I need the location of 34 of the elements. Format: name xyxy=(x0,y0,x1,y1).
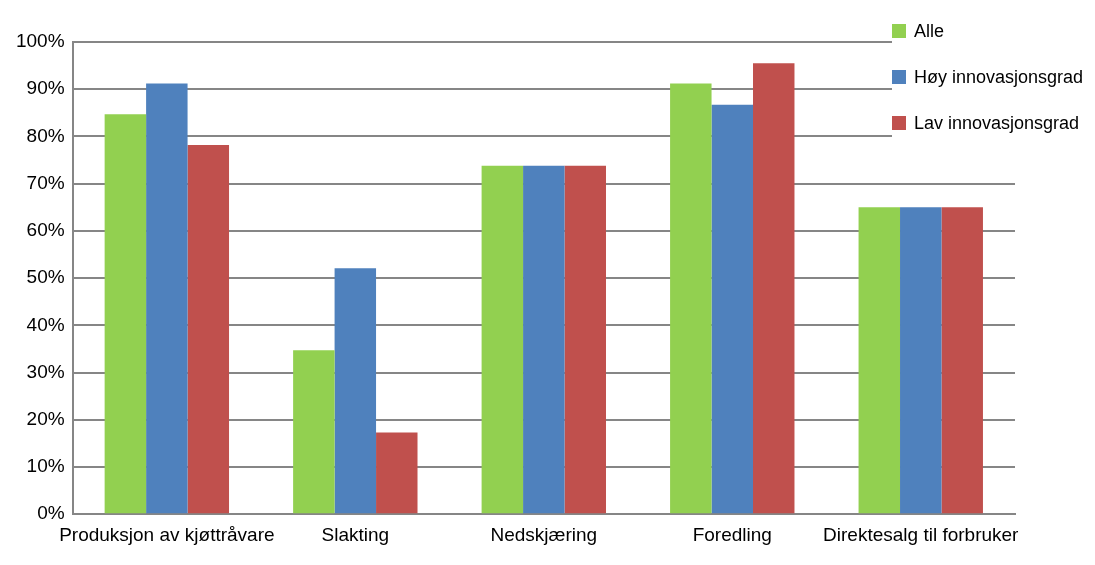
bar xyxy=(293,350,335,514)
x-tick-label: Foredling xyxy=(692,523,772,545)
y-tick-label: 30% xyxy=(26,360,65,382)
y-tick-label: 50% xyxy=(26,266,65,288)
bar xyxy=(104,114,147,514)
y-tick-label: 80% xyxy=(26,124,65,146)
bar xyxy=(187,144,230,514)
y-tick-label: 20% xyxy=(26,407,65,429)
x-tick-label: Nedskjæring xyxy=(490,523,598,545)
y-tick-label: 10% xyxy=(26,455,65,477)
y-tick-label: 70% xyxy=(26,171,65,193)
legend-label: Høy innovasjonsgrad xyxy=(913,66,1083,88)
bar xyxy=(146,83,188,514)
y-tick-label: 0% xyxy=(37,502,65,524)
bar xyxy=(670,83,712,514)
bar xyxy=(523,165,565,514)
y-tick-label: 60% xyxy=(26,219,65,241)
y-tick-label: 90% xyxy=(26,77,65,99)
bar xyxy=(753,63,795,514)
bar xyxy=(376,432,418,514)
x-tick-label: Direktesalg til forbruker xyxy=(823,523,1020,545)
x-tick-label: Slakting xyxy=(321,523,390,545)
y-tick-label: 40% xyxy=(26,313,65,335)
bar xyxy=(858,207,901,514)
bar xyxy=(941,207,983,514)
legend-label: Lav innovasjonsgrad xyxy=(913,112,1080,134)
bar xyxy=(481,165,524,514)
bar xyxy=(334,268,377,514)
legend-label: Alle xyxy=(913,20,944,42)
bar xyxy=(564,165,606,514)
x-tick-label: Produksjon av kjøttråvare xyxy=(59,523,275,545)
bar xyxy=(900,207,942,514)
y-tick-label: 100% xyxy=(15,30,65,52)
bar xyxy=(711,104,754,514)
